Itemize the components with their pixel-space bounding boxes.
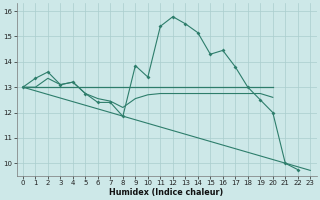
X-axis label: Humidex (Indice chaleur): Humidex (Indice chaleur) [109,188,224,197]
